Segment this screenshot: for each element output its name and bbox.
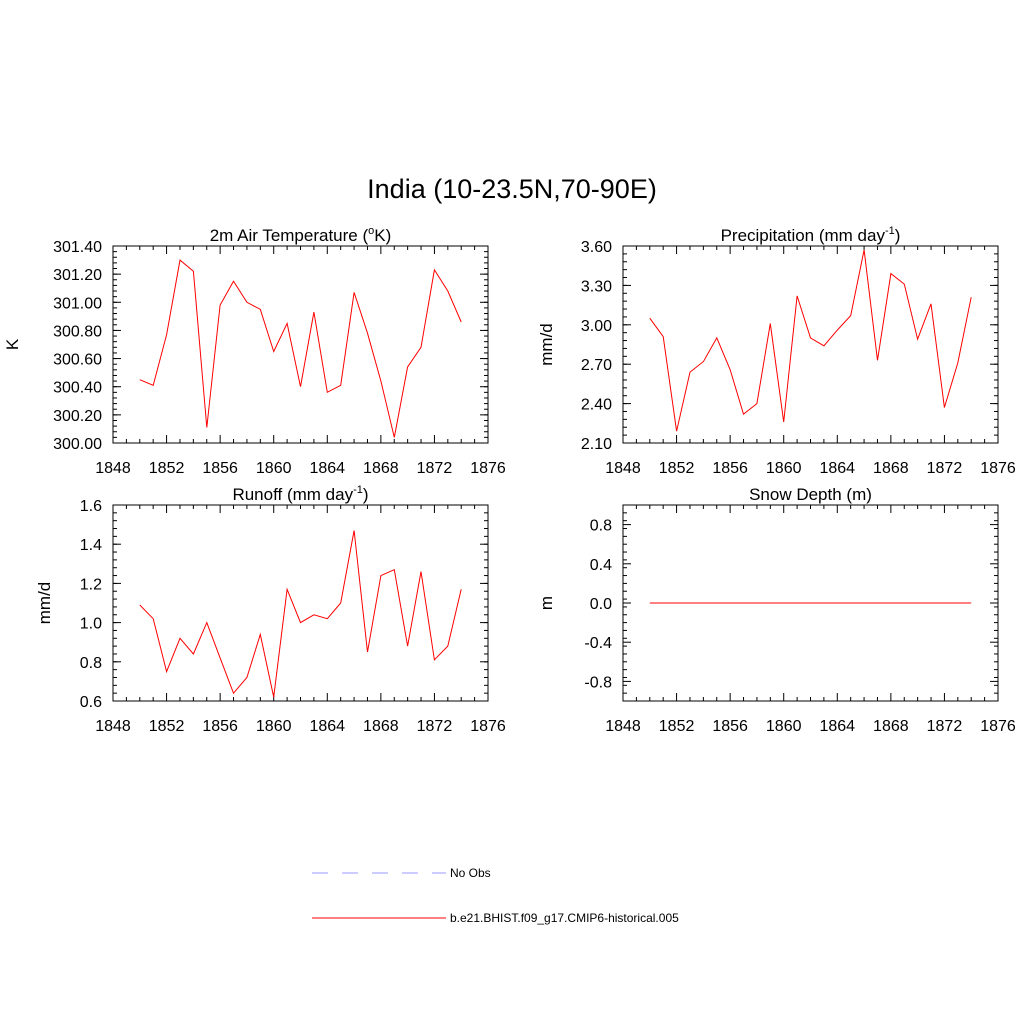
y-tick-label: 2.40	[581, 397, 612, 414]
panel-0: 1848 1852 1856 1860 1864 1868 1872 1876 300.00 30…	[3, 225, 506, 477]
x-tick-label: 1864	[309, 718, 345, 735]
y-tick-label: 3.30	[581, 278, 612, 295]
x-tick-label: 1876	[470, 718, 506, 735]
y-tick-label: 301.20	[53, 267, 102, 284]
x-tick-label: 1872	[417, 460, 453, 477]
y-tick-label: 0.4	[590, 557, 612, 574]
y-tick-label: 2.70	[581, 357, 612, 374]
y-tick-label: 2.10	[581, 436, 612, 453]
x-tick-label: 1848	[95, 460, 131, 477]
y-tick-label: 3.60	[581, 239, 612, 256]
x-tick-label: 1852	[149, 718, 185, 735]
panel-title: Snow Depth (m)	[749, 485, 872, 504]
plot-frame	[622, 245, 999, 444]
y-tick-label: 3.00	[581, 318, 612, 335]
panel-2: 1848 1852 1856 1860 1864 1868 1872 1876 0.6 0.8 1.…	[35, 484, 506, 735]
x-tick-label: 1864	[819, 460, 855, 477]
series-line	[139, 259, 462, 438]
x-tick-label: 1848	[605, 460, 641, 477]
panel-1: 1848 1852 1856 1860 1864 1868 1872 1876 2.10 2.40…	[537, 225, 1016, 477]
y-tick-label: 301.40	[53, 239, 102, 256]
y-tick-label: 300.20	[53, 408, 102, 425]
x-tick-label: 1848	[605, 718, 641, 735]
y-tick-label: 1.6	[80, 498, 102, 515]
y-tick-label: 0.8	[80, 655, 102, 672]
plot-frame	[112, 504, 489, 702]
panel-3: 1848 1852 1856 1860 1864 1868 1872 1876 -0.8 -0.4…	[537, 485, 1016, 735]
legend-label: No Obs	[450, 866, 491, 880]
y-tick-label: -0.4	[584, 635, 612, 652]
y-tick-label: 300.40	[53, 380, 102, 397]
y-tick-label: 300.80	[53, 323, 102, 340]
y-tick-label: 300.60	[53, 352, 102, 369]
page-title: India (10-23.5N,70-90E)	[367, 174, 657, 204]
y-tick-label: 1.0	[80, 616, 102, 633]
x-tick-label: 1872	[927, 718, 963, 735]
series-line	[649, 249, 972, 432]
x-tick-label: 1876	[980, 718, 1016, 735]
x-tick-label: 1852	[149, 460, 185, 477]
y-axis-label: mm/d	[537, 323, 556, 366]
x-tick-label: 1872	[927, 460, 963, 477]
series-line	[139, 530, 462, 698]
y-tick-label: 301.00	[53, 295, 102, 312]
x-tick-label: 1872	[417, 718, 453, 735]
y-tick-label: 1.4	[80, 537, 102, 554]
x-tick-label: 1860	[256, 718, 292, 735]
x-tick-label: 1856	[712, 460, 748, 477]
y-tick-label: 0.6	[80, 694, 102, 711]
x-tick-label: 1876	[980, 460, 1016, 477]
x-tick-label: 1868	[873, 718, 909, 735]
y-axis-label: mm/d	[35, 582, 54, 625]
panel-title: Runoff (mm day-1)	[232, 484, 368, 504]
panel-title: Precipitation (mm day-1)	[721, 225, 901, 245]
panel-title: 2m Air Temperature (oK)	[210, 225, 392, 245]
x-tick-label: 1864	[309, 460, 345, 477]
y-axis-label: K	[3, 338, 22, 350]
x-tick-label: 1860	[766, 718, 802, 735]
x-tick-label: 1876	[470, 460, 506, 477]
y-tick-label: 0.0	[590, 596, 612, 613]
y-tick-label: 1.2	[80, 576, 102, 593]
x-tick-label: 1848	[95, 718, 131, 735]
x-tick-label: 1860	[256, 460, 292, 477]
y-tick-label: 300.00	[53, 436, 102, 453]
y-axis-label: m	[537, 596, 556, 610]
legend-label: b.e21.BHIST.f09_g17.CMIP6-historical.005	[450, 911, 679, 925]
x-tick-label: 1864	[819, 718, 855, 735]
x-tick-label: 1856	[202, 718, 238, 735]
x-tick-label: 1856	[202, 460, 238, 477]
y-tick-label: -0.8	[584, 674, 612, 691]
x-tick-label: 1852	[659, 460, 695, 477]
plot-frame	[112, 245, 489, 444]
x-tick-label: 1852	[659, 718, 695, 735]
x-tick-label: 1868	[363, 718, 399, 735]
x-tick-label: 1860	[766, 460, 802, 477]
x-tick-label: 1868	[873, 460, 909, 477]
x-tick-label: 1868	[363, 460, 399, 477]
legend: No Obs b.e21.BHIST.f09_g17.CMIP6-historic…	[312, 866, 679, 925]
x-tick-label: 1856	[712, 718, 748, 735]
y-tick-label: 0.8	[590, 518, 612, 535]
